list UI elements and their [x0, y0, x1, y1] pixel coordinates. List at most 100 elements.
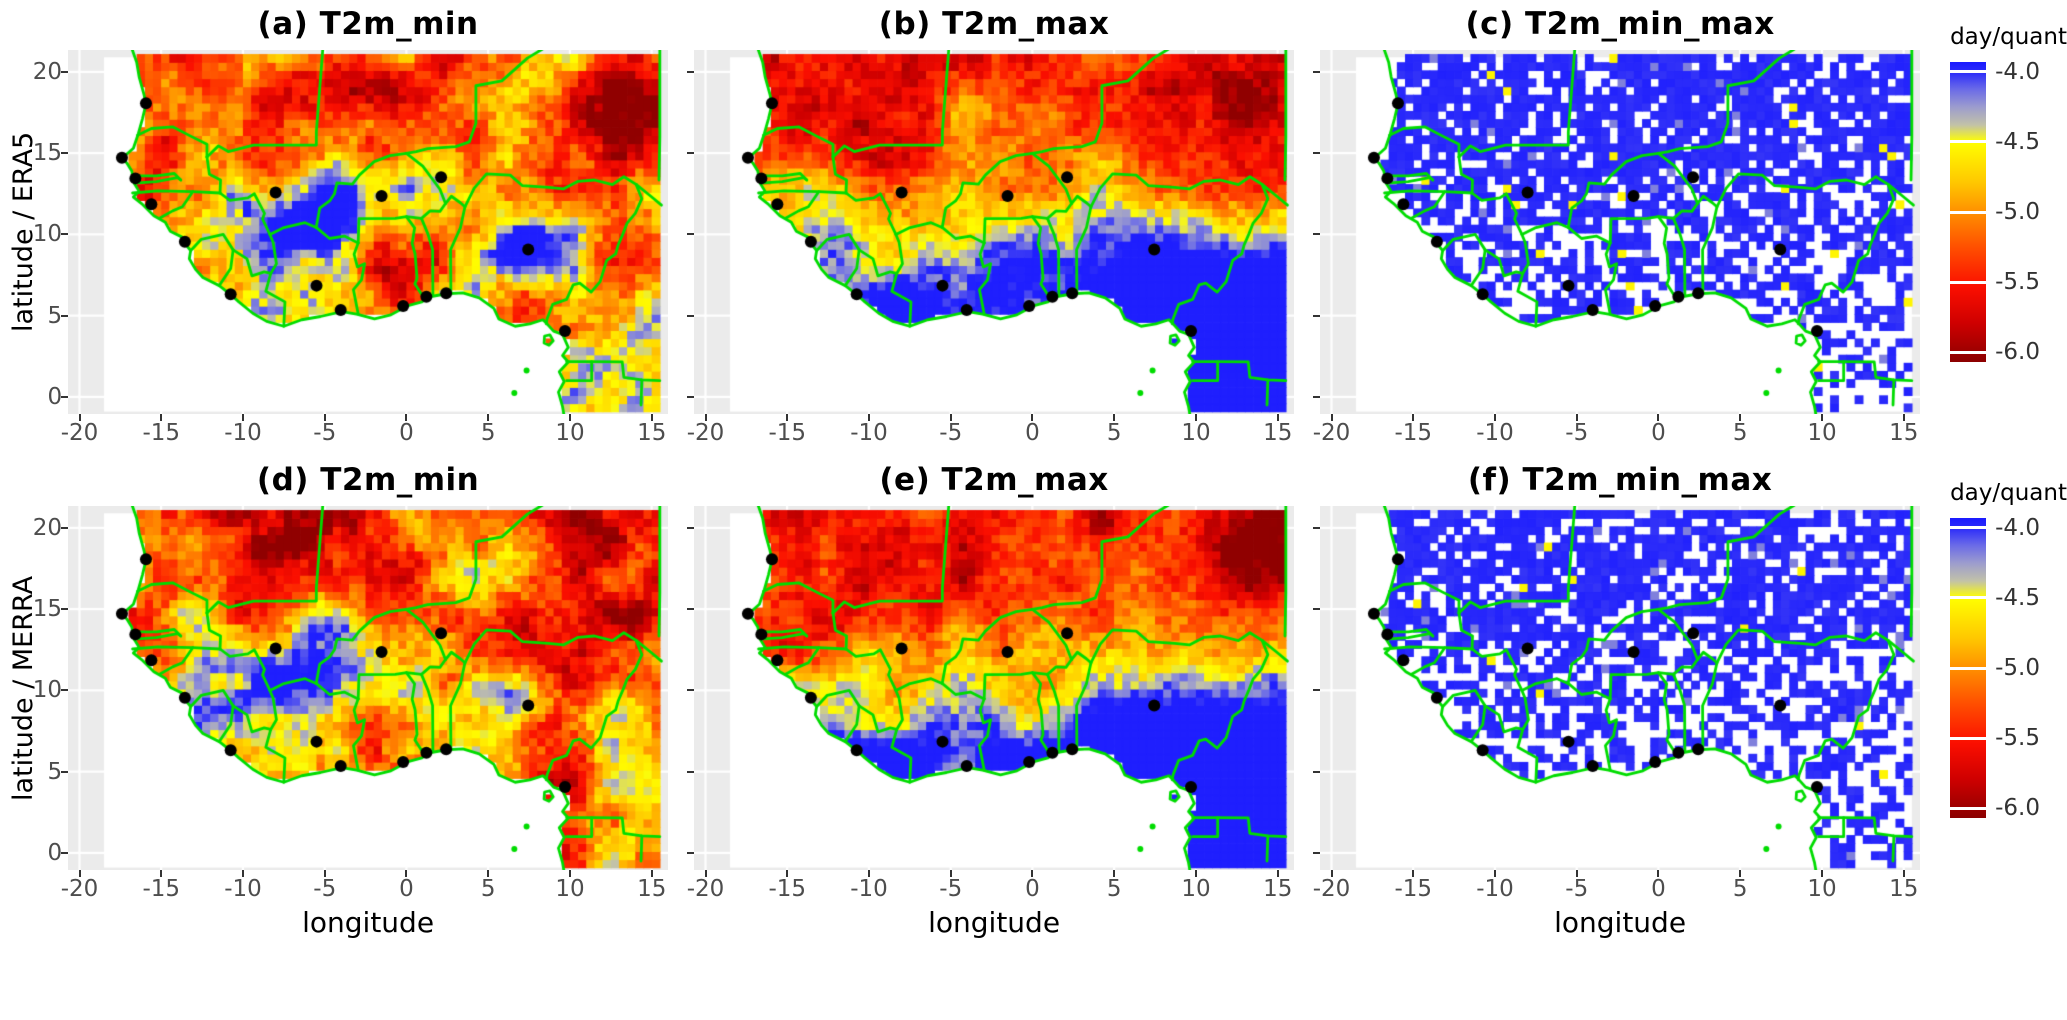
x-tick-mark — [1902, 870, 1905, 877]
x-tick-label: -10 — [1476, 420, 1514, 446]
y-tick-mark — [687, 526, 695, 529]
y-tick-label: 15 — [32, 140, 63, 167]
x-tick-label: 10 — [1807, 876, 1837, 902]
x-tick-label: -20 — [1312, 876, 1351, 902]
y-tick-mark — [687, 70, 695, 73]
x-tick-label: 0 — [399, 876, 414, 902]
y-tick-mark — [61, 395, 69, 398]
colorbar-tick — [1950, 666, 1987, 670]
y-tick-mark — [61, 152, 69, 155]
map-canvas-b — [694, 50, 1295, 414]
x-tick-label: 15 — [637, 876, 667, 902]
x-tick-label: -10 — [850, 876, 888, 902]
x-tick-labels: -20 -15 -10 -5 0 5 10 15 — [61, 870, 668, 902]
x-tick-label: -10 — [224, 876, 262, 902]
x-tick-label: 10 — [555, 420, 585, 446]
x-tick-mark — [868, 414, 870, 421]
x-tick-label: -10 — [224, 420, 262, 446]
x-tick-label: -10 — [1476, 876, 1514, 902]
y-tick-mark — [61, 70, 69, 73]
x-tick-mark — [1194, 870, 1197, 877]
map-canvas-c — [1320, 50, 1921, 414]
y-tick-label: 20 — [32, 58, 63, 85]
y-tick-mark — [687, 395, 695, 398]
x-tick-labels: -20 -15 -10 -5 0 5 10 15 — [687, 870, 1294, 902]
x-tick-mark — [1113, 414, 1116, 421]
y-tick-label: 0 — [47, 839, 63, 866]
colorbar: -4.0 -4.5 -5.0 -5.5 -6.0 — [1950, 515, 2067, 821]
x-tick-label: -15 — [768, 876, 807, 902]
y-tick-label: 20 — [32, 514, 63, 541]
x-tick-label: 5 — [1106, 876, 1122, 902]
x-axis-label: longitude — [1554, 906, 1687, 939]
map-plot-area-a — [61, 50, 669, 421]
colorbar-tick-label: -5.5 — [1995, 725, 2040, 752]
x-tick-mark — [1575, 870, 1578, 877]
colorbar-tick — [1950, 596, 1987, 600]
colorbar-title: day/quant — [1950, 24, 2067, 50]
x-tick-mark — [78, 414, 81, 421]
x-tick-label: -5 — [1565, 876, 1589, 902]
y-tick-mark — [687, 608, 695, 611]
panel-title: (f) T2m_min_max — [1467, 462, 1773, 498]
map-plot-area-d — [61, 506, 669, 877]
x-tick-mark — [1276, 870, 1279, 877]
y-tick-label: 15 — [32, 596, 63, 623]
x-tick-mark — [323, 870, 326, 877]
x-tick-label: -5 — [1565, 420, 1589, 446]
colorbar-block: day/quant -4.0 -4.5 -5.0 -5.5 -6.0 — [1950, 6, 2067, 365]
y-tick-mark — [1313, 395, 1321, 398]
x-tick-mark — [1330, 870, 1333, 877]
x-tick-label: 15 — [1889, 420, 1919, 446]
x-tick-label: -5 — [939, 420, 963, 446]
colorbar-tick — [1950, 280, 1987, 284]
map-panel-c: (c) T2m_min_max -20 -15 -10 -5 0 5 10 15 — [1313, 6, 1921, 446]
x-tick-label: 5 — [1732, 876, 1748, 902]
colorbar-block: day/quant -4.0 -4.5 -5.0 -5.5 -6.0 — [1950, 462, 2067, 821]
y-tick-mark — [687, 152, 695, 155]
colorbar-gradient — [1950, 62, 1987, 362]
x-tick-mark — [786, 414, 789, 421]
x-tick-mark — [1494, 870, 1496, 877]
y-tick-mark — [1313, 526, 1321, 529]
y-tick-mark — [1313, 233, 1321, 236]
x-tick-label: -15 — [1394, 876, 1433, 902]
y-tick-mark — [1313, 770, 1321, 773]
x-tick-label: -20 — [60, 876, 99, 902]
y-tick-mark — [61, 233, 69, 236]
panel-title: (e) T2m_max — [879, 462, 1109, 498]
map-canvas-e — [694, 506, 1295, 870]
colorbar-tick — [1950, 210, 1987, 214]
x-tick-mark — [242, 414, 244, 421]
x-tick-mark — [1739, 870, 1742, 877]
colorbar-tick-label: -5.0 — [1995, 655, 2040, 681]
x-tick-mark — [160, 870, 163, 877]
x-tick-label: 15 — [1889, 876, 1919, 902]
x-tick-mark — [568, 414, 571, 421]
colorbar-tick — [1950, 806, 1987, 810]
x-tick-mark — [1657, 414, 1660, 421]
x-tick-mark — [1113, 870, 1116, 877]
x-tick-mark — [1657, 870, 1660, 877]
colorbar-tick-label: -4.5 — [1995, 584, 2040, 611]
y-tick-mark — [1313, 851, 1321, 854]
colorbar-tick — [1950, 140, 1987, 144]
x-tick-mark — [868, 870, 870, 877]
map-canvas-d — [68, 506, 669, 870]
x-tick-label: -5 — [313, 876, 337, 902]
panel-title: (c) T2m_min_max — [1465, 6, 1775, 42]
x-tick-mark — [1494, 414, 1496, 421]
figure-root: latitude / ERA5 20 15 10 5 0 (a) T2m_min -20-… — [8, 6, 2067, 939]
x-tick-label: 0 — [1025, 420, 1040, 446]
x-tick-mark — [1276, 414, 1279, 421]
x-tick-mark — [1902, 414, 1905, 421]
x-tick-label: 15 — [1263, 876, 1293, 902]
colorbar-tick-label: -5.0 — [1995, 199, 2040, 225]
y-tick-labels: 20 15 10 5 0 — [33, 50, 68, 414]
x-tick-label: -15 — [142, 876, 181, 902]
x-tick-mark — [323, 414, 326, 421]
x-tick-labels: -20 -15 -10 -5 0 5 10 15 — [1313, 414, 1920, 446]
x-tick-label: -5 — [939, 876, 963, 902]
colorbar-tick-label: -4.5 — [1995, 128, 2040, 155]
x-tick-label: 0 — [1651, 420, 1666, 446]
